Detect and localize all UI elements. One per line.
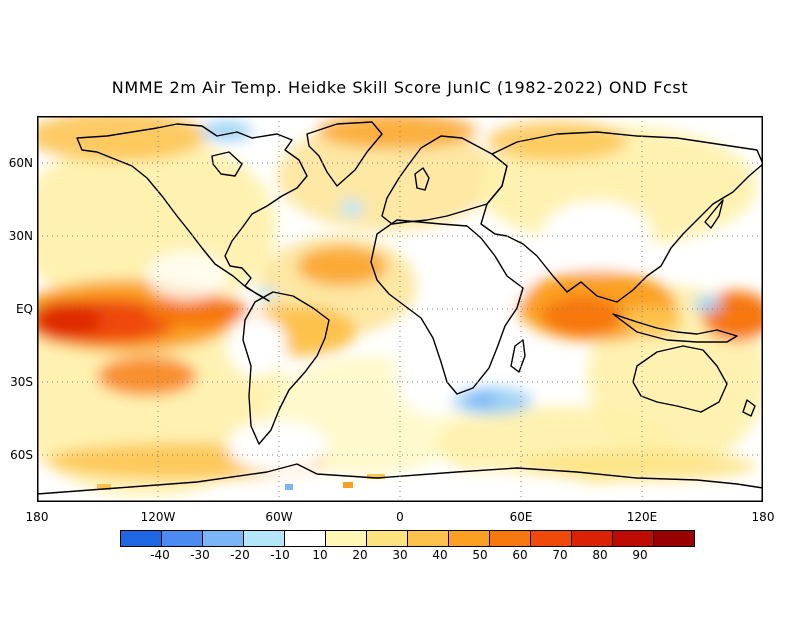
coastlines <box>37 121 763 495</box>
lat-label-30s: 30S <box>10 375 33 389</box>
colorbar-swatch <box>489 530 531 547</box>
lat-label-30n: 30N <box>8 229 33 243</box>
colorbar-swatch <box>161 530 203 547</box>
colorbar-swatch <box>120 530 162 547</box>
colorbar-swatch <box>407 530 449 547</box>
lat-label-60n: 60N <box>8 156 33 170</box>
colorbar-swatch <box>284 530 326 547</box>
chart-title: NMME 2m Air Temp. Heidke Skill Score Jun… <box>111 78 689 97</box>
skill-score-map <box>37 116 763 502</box>
lon-label-120e: 120E <box>626 510 658 524</box>
colorbar-tick-label: 10 <box>312 548 328 562</box>
colorbar-swatch <box>571 530 613 547</box>
colorbar-swatch <box>653 530 695 547</box>
lon-label-180w: 180 <box>25 510 49 524</box>
colorbar <box>120 530 695 547</box>
lon-label-60w: 60W <box>265 510 293 524</box>
colorbar-tick-label: 20 <box>352 548 368 562</box>
grid-cell <box>285 484 293 490</box>
colorbar-swatch <box>325 530 367 547</box>
colorbar-tick-label: -40 <box>150 548 170 562</box>
colorbar-swatch <box>366 530 408 547</box>
colorbar-swatch <box>448 530 490 547</box>
colorbar-swatch <box>243 530 285 547</box>
colorbar-tick-label: -10 <box>270 548 290 562</box>
colorbar-swatch <box>612 530 654 547</box>
colorbar-tick-label: 90 <box>632 548 648 562</box>
colorbar-tick-label: -20 <box>230 548 250 562</box>
colorbar-tick-label: 50 <box>472 548 488 562</box>
grid-cell <box>97 484 111 490</box>
graticule <box>37 116 763 502</box>
lon-label-120w: 120W <box>140 510 176 524</box>
colorbar-tick-label: -30 <box>190 548 210 562</box>
lon-label-180e: 180 <box>751 510 775 524</box>
colorbar-tick-label: 40 <box>432 548 448 562</box>
lon-label-0: 0 <box>396 510 404 524</box>
colorbar-swatch <box>202 530 244 547</box>
lon-label-60e: 60E <box>509 510 533 524</box>
colorbar-swatch <box>530 530 572 547</box>
lat-label-eq: EQ <box>15 302 33 316</box>
map-border <box>37 116 763 502</box>
skill-field <box>37 116 763 500</box>
colorbar-tick-label: 30 <box>392 548 408 562</box>
world-map <box>37 116 763 502</box>
colorbar-tick-label: 70 <box>552 548 568 562</box>
grid-cell <box>367 474 385 479</box>
lat-label-60s: 60S <box>10 448 33 462</box>
colorbar-tick-label: 60 <box>512 548 528 562</box>
colorbar-tick-label: 80 <box>592 548 608 562</box>
grid-cell <box>343 482 353 488</box>
